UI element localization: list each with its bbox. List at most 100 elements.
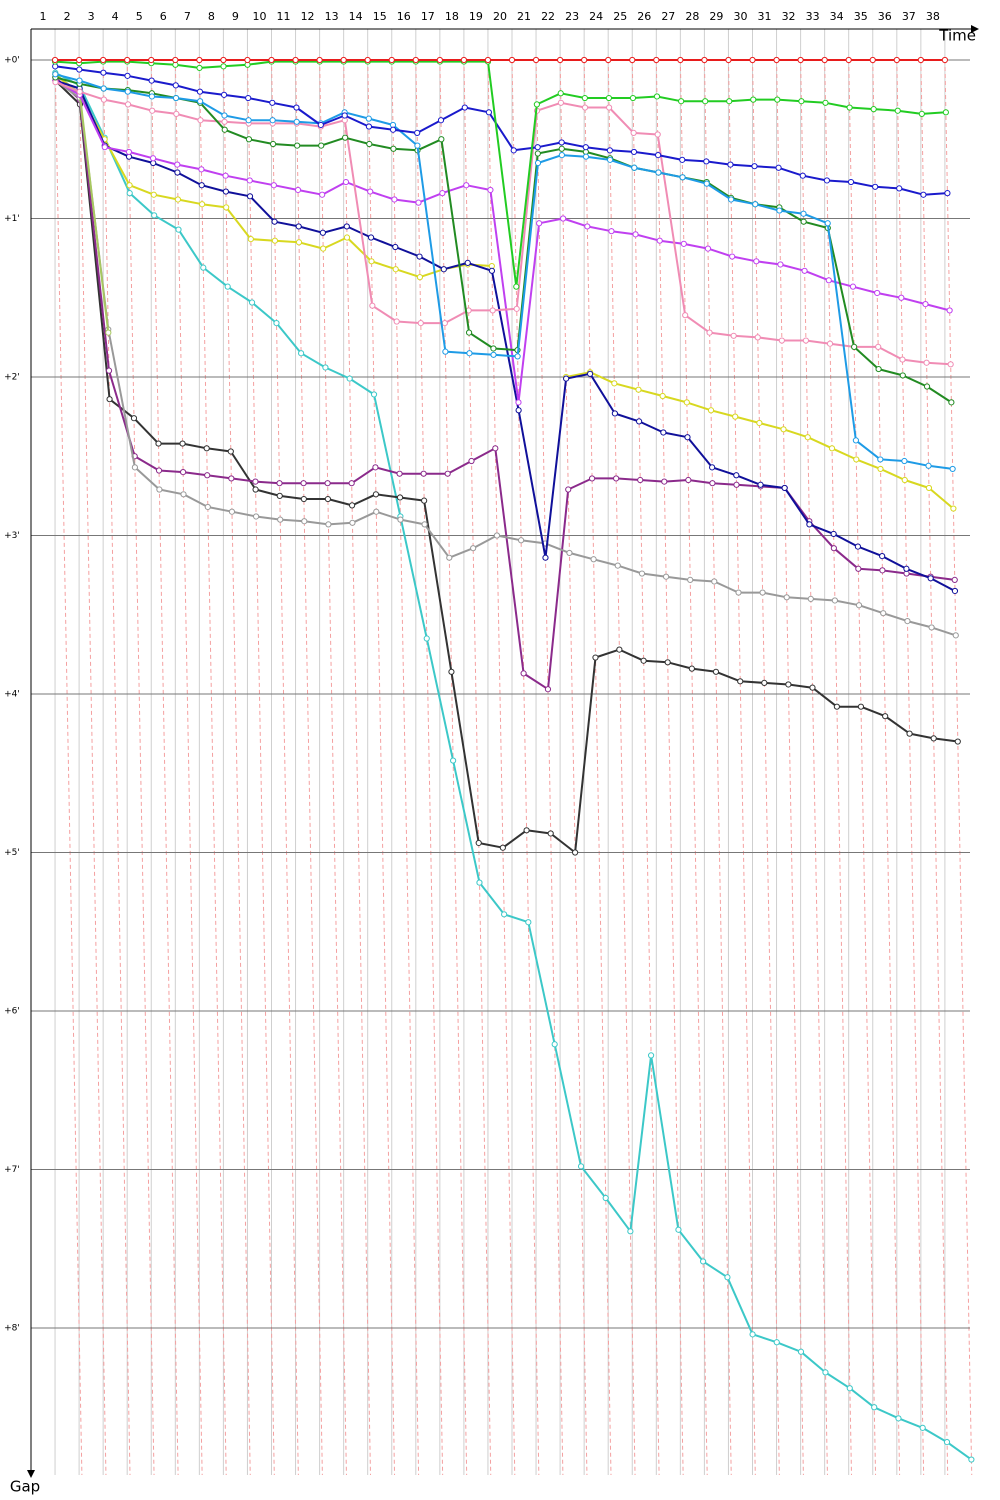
data-point bbox=[678, 98, 685, 105]
data-point bbox=[388, 56, 395, 64]
data-point bbox=[922, 300, 929, 308]
data-point bbox=[246, 177, 253, 184]
data-point bbox=[245, 117, 252, 124]
data-point bbox=[635, 386, 642, 393]
data-point bbox=[320, 245, 327, 252]
data-point bbox=[220, 91, 228, 98]
data-point bbox=[470, 545, 477, 552]
data-point bbox=[269, 140, 277, 148]
data-point bbox=[172, 56, 179, 64]
y-tick-label: +3' bbox=[4, 531, 20, 541]
data-point bbox=[174, 196, 182, 203]
lap-line bbox=[295, 59, 323, 1476]
data-point bbox=[703, 180, 710, 187]
data-point bbox=[415, 199, 422, 206]
data-point bbox=[898, 294, 905, 301]
lap-line bbox=[559, 59, 588, 1476]
data-point bbox=[370, 391, 378, 398]
data-point bbox=[872, 183, 879, 190]
data-point bbox=[271, 218, 278, 225]
data-point bbox=[925, 462, 932, 469]
data-point bbox=[420, 470, 427, 477]
data-point bbox=[800, 218, 807, 225]
data-point bbox=[372, 491, 380, 498]
lap-line bbox=[150, 59, 179, 1476]
x-tick-label: 25 bbox=[613, 10, 627, 23]
data-point bbox=[300, 495, 307, 503]
data-point bbox=[871, 1404, 878, 1411]
data-point bbox=[682, 312, 689, 319]
lap-line bbox=[896, 59, 925, 1476]
data-point bbox=[417, 320, 424, 327]
data-point bbox=[896, 185, 903, 192]
data-point bbox=[946, 307, 953, 314]
lap-line bbox=[703, 59, 732, 1476]
data-point bbox=[558, 139, 565, 146]
data-point bbox=[709, 464, 716, 471]
data-point bbox=[532, 56, 540, 64]
data-point bbox=[895, 1415, 902, 1422]
data-point bbox=[365, 123, 373, 130]
data-point bbox=[416, 274, 424, 281]
data-point bbox=[773, 1339, 780, 1346]
data-point bbox=[269, 117, 276, 124]
data-point bbox=[944, 190, 951, 197]
data-point bbox=[879, 553, 886, 560]
data-point bbox=[203, 445, 210, 452]
data-point bbox=[421, 497, 428, 504]
data-point bbox=[730, 332, 737, 339]
data-point bbox=[513, 305, 520, 312]
data-point bbox=[853, 456, 860, 463]
data-point bbox=[76, 66, 83, 73]
data-point bbox=[635, 418, 643, 425]
lap-line bbox=[222, 59, 251, 1476]
data-point bbox=[951, 587, 959, 595]
data-point bbox=[659, 392, 666, 400]
data-point bbox=[227, 448, 234, 455]
data-point bbox=[942, 109, 949, 116]
data-point bbox=[584, 223, 591, 230]
x-tick-label: 21 bbox=[517, 10, 531, 23]
x-tick-label: 13 bbox=[325, 10, 339, 23]
x-tick-label: 32 bbox=[782, 10, 796, 23]
data-point bbox=[200, 264, 207, 271]
data-point bbox=[777, 261, 784, 268]
data-point bbox=[341, 112, 348, 119]
series-line bbox=[55, 65, 948, 196]
data-point bbox=[252, 513, 260, 520]
data-point bbox=[637, 476, 644, 484]
data-point bbox=[733, 472, 740, 479]
data-point bbox=[475, 839, 482, 847]
data-point bbox=[923, 383, 931, 390]
data-point bbox=[150, 191, 157, 198]
x-tick-label: 10 bbox=[252, 10, 266, 23]
data-point bbox=[566, 549, 573, 557]
data-point bbox=[630, 129, 637, 137]
data-point bbox=[324, 480, 331, 487]
lap-line bbox=[343, 59, 371, 1476]
data-point bbox=[245, 94, 252, 102]
data-point bbox=[753, 258, 760, 265]
data-point bbox=[156, 486, 163, 493]
data-point bbox=[221, 112, 228, 119]
data-point bbox=[155, 440, 162, 447]
x-tick-label: 37 bbox=[902, 10, 916, 23]
data-point bbox=[833, 703, 840, 710]
data-point bbox=[441, 320, 448, 327]
data-point bbox=[542, 554, 549, 561]
lap-line bbox=[174, 59, 203, 1476]
data-point bbox=[148, 77, 155, 84]
data-point bbox=[124, 88, 131, 95]
data-point bbox=[130, 415, 138, 422]
data-point bbox=[533, 101, 540, 108]
data-point bbox=[174, 161, 181, 168]
data-point bbox=[499, 844, 506, 851]
data-point bbox=[904, 617, 911, 625]
data-point bbox=[852, 437, 860, 444]
data-point bbox=[450, 757, 457, 764]
data-point bbox=[906, 730, 913, 737]
data-point bbox=[638, 570, 646, 577]
data-point bbox=[373, 508, 380, 515]
x-tick-label: 17 bbox=[421, 10, 435, 23]
x-tick-label: 22 bbox=[541, 10, 555, 23]
